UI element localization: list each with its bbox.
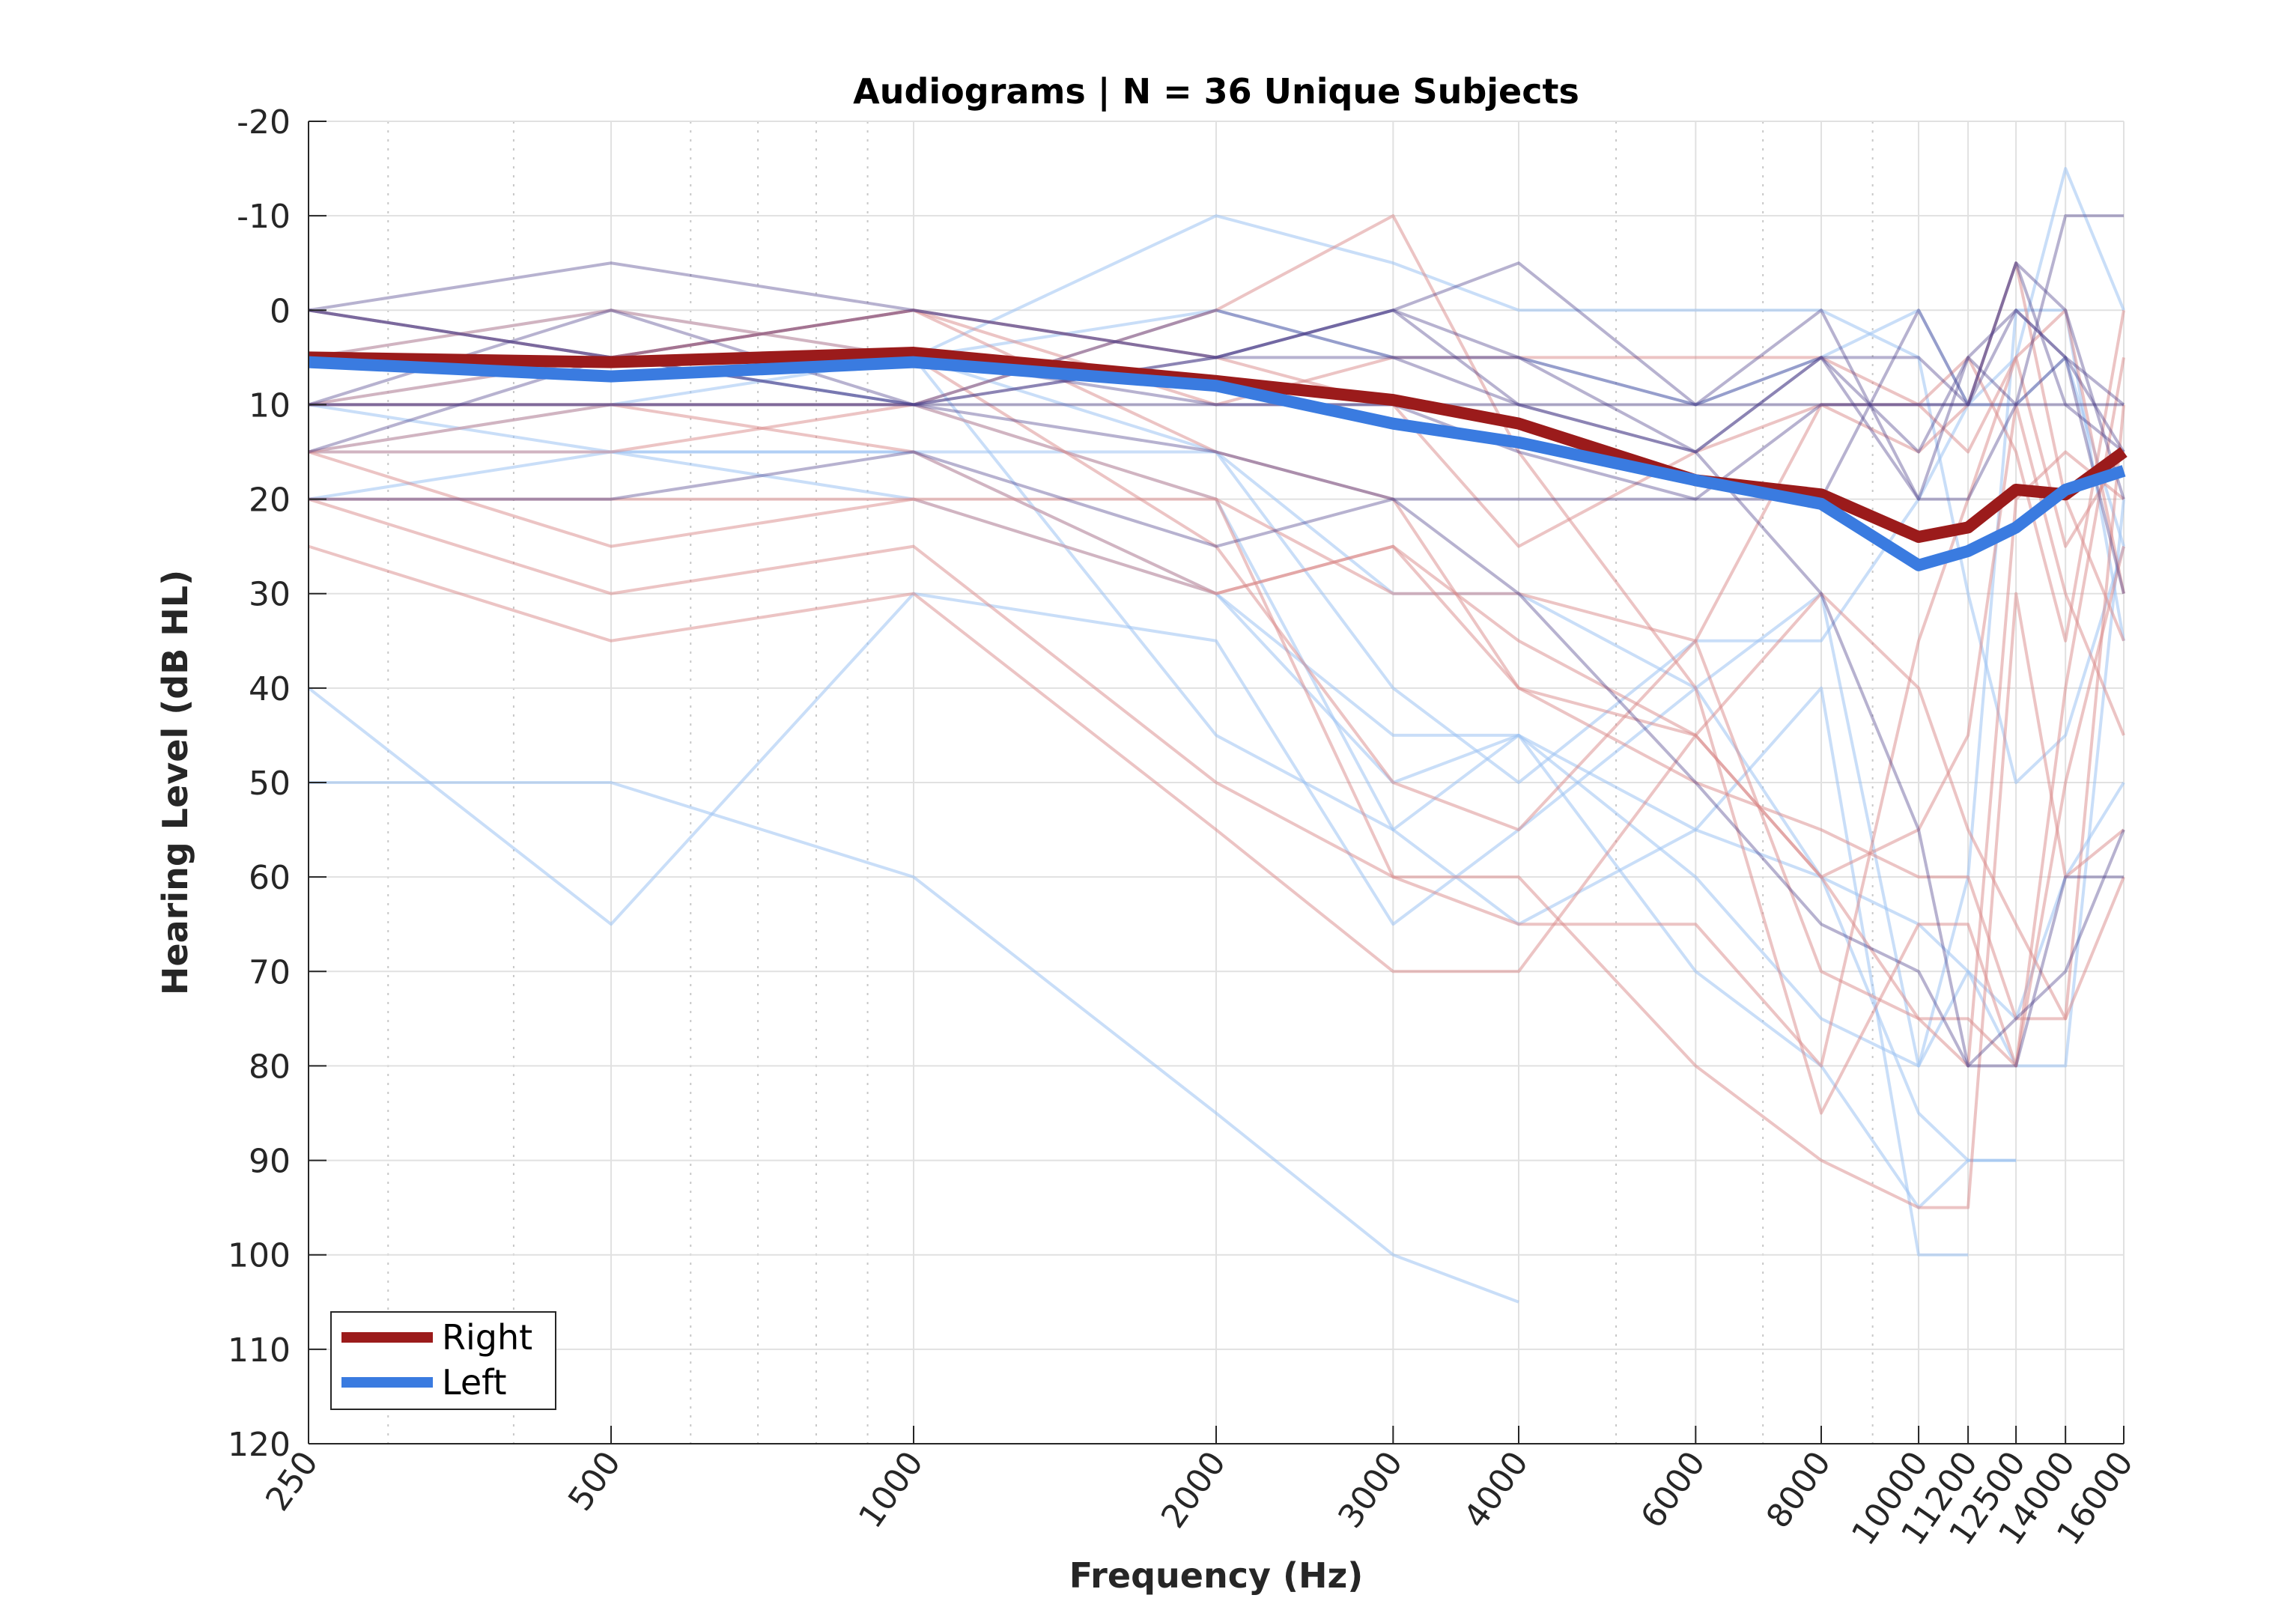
y-axis-ticks: -20 -10 0 10 20 30 40 50 60 70 80 90 100 110 120 [228, 103, 327, 1464]
y-tick-label: 120 [228, 1426, 291, 1464]
individual-right-line [308, 497, 2125, 1209]
y-axis-title: Hearing Level (dB HL) [155, 570, 195, 995]
individual-overlap-line [308, 309, 2125, 1068]
y-tick-label: 70 [249, 953, 291, 991]
individual-right-line [309, 357, 2125, 1068]
individual-left-line [309, 781, 1519, 1304]
individual-right-line [308, 403, 2125, 1021]
y-tick-label: -20 [237, 103, 291, 142]
y-tick-label: 60 [249, 859, 291, 897]
legend-label-right: Right [442, 1317, 532, 1358]
mean-line-left [308, 356, 2126, 571]
y-tick-label: 20 [249, 481, 291, 520]
y-tick-label: 90 [249, 1143, 291, 1181]
y-tick-label: 40 [249, 670, 291, 708]
y-tick-label: 30 [249, 576, 291, 614]
individual-overlap-line [308, 309, 2125, 595]
individual-overlap-line [309, 450, 2124, 1068]
individual-audiograms [307, 167, 2125, 1304]
y-tick-label: -10 [237, 198, 291, 236]
legend-box [330, 1311, 556, 1410]
y-tick-label: 0 [270, 292, 291, 330]
chart-title: Audiograms | N = 36 Unique Subjects [853, 71, 1579, 112]
mean-audiograms [308, 347, 2128, 571]
individual-right-line [309, 309, 2125, 1068]
individual-left-line [308, 309, 2017, 1209]
legend-label-left: Left [442, 1362, 507, 1403]
y-tick-label: 80 [249, 1048, 291, 1086]
individual-overlap-line [309, 261, 2125, 501]
x-axis-title: Frequency (Hz) [1069, 1555, 1364, 1596]
individual-overlap-line [308, 309, 2125, 454]
legend: Right Left [330, 1311, 556, 1410]
y-tick-label: 100 [228, 1237, 291, 1275]
y-tick-label: 110 [228, 1331, 291, 1370]
y-tick-label: 10 [249, 386, 291, 425]
individual-overlap-line [308, 261, 2125, 501]
y-tick-label: 50 [249, 765, 291, 803]
individual-overlap-line [308, 214, 2124, 501]
individual-right-line [308, 309, 2125, 642]
